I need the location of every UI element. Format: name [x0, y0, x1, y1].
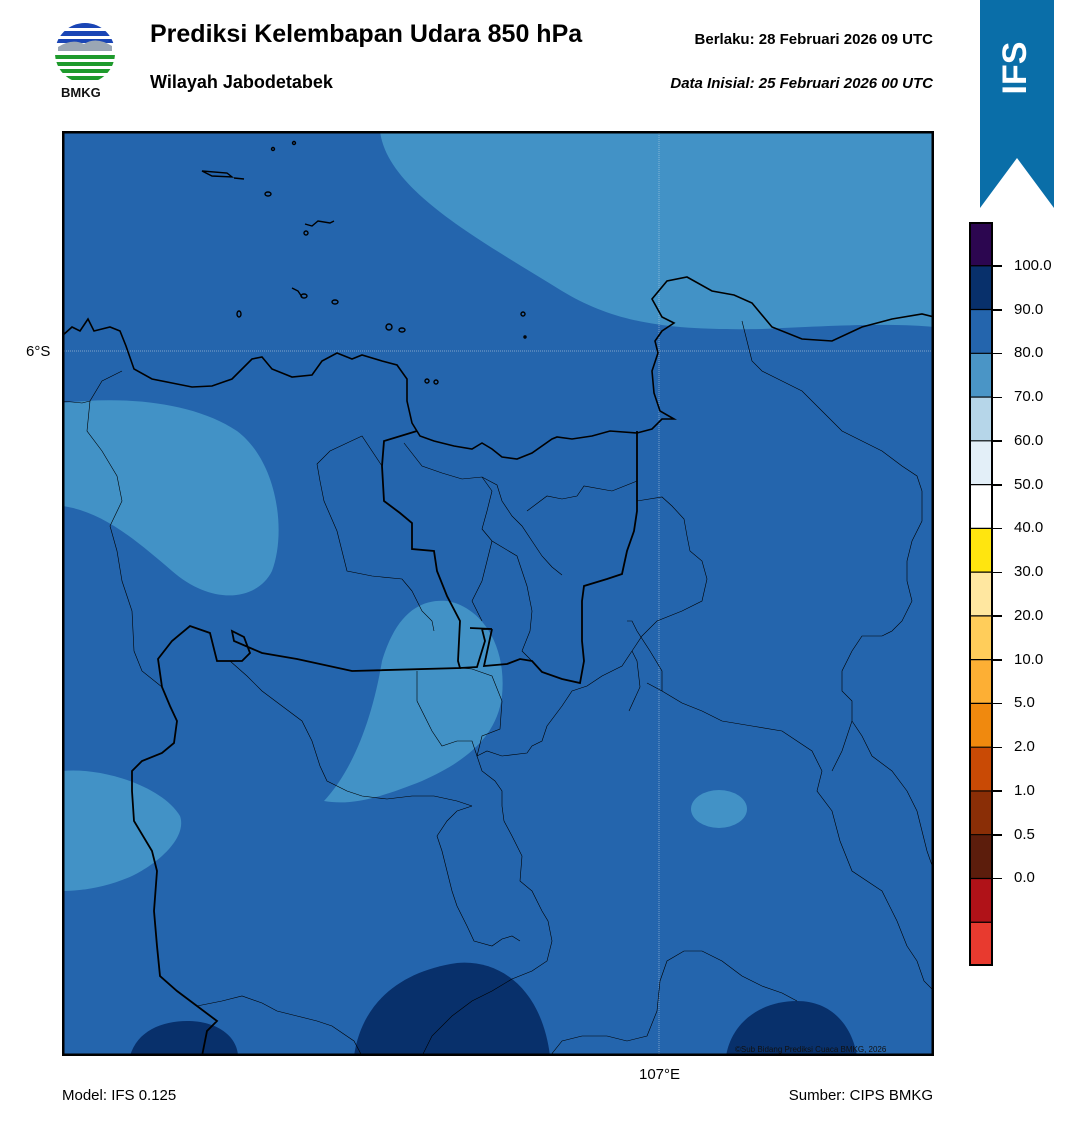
colorbar-tick-mark — [993, 746, 1002, 749]
province-boundary — [131, 430, 462, 1056]
colorbar-label: 10.0 — [1014, 650, 1044, 668]
ifs-ribbon: IFS — [980, 0, 1054, 208]
colorbar-label: 40.0 — [1014, 519, 1044, 537]
colorbar-tick-mark — [993, 790, 1002, 792]
colorbar-tick-mark — [993, 615, 1002, 617]
colorbar-segment — [969, 265, 993, 311]
map-frame — [62, 131, 934, 1056]
source-label: Sumber: CIPS BMKG — [788, 1087, 933, 1104]
colorbar-segment — [969, 309, 993, 354]
colorbar-label: 20.0 — [1014, 606, 1044, 624]
colorbar-label: 90.0 — [1014, 300, 1044, 318]
colorbar-label: 50.0 — [1014, 475, 1044, 493]
ribbon-shape — [980, 0, 1054, 208]
bmkg-logo — [52, 20, 118, 86]
colorbar-label: 70.0 — [1014, 388, 1044, 406]
colorbar-segment — [969, 922, 993, 966]
map-credit: ©Sub Bidang Prediksi Cuaca BMKG, 2026 — [735, 1045, 887, 1054]
colorbar-label: 1.0 — [1014, 781, 1035, 799]
colorbar-segment — [969, 440, 993, 486]
humidity-zone-south-center — [354, 962, 550, 1056]
colorbar-tick-mark — [993, 440, 1002, 442]
colorbar-segment — [969, 572, 993, 617]
colorbar-segment — [969, 878, 993, 923]
humidity-map — [62, 131, 934, 1056]
colorbar-label: 5.0 — [1014, 694, 1035, 712]
longitude-label: 107°E — [639, 1066, 681, 1083]
humidity-zone-south-west — [130, 1021, 238, 1056]
colorbar-label: 0.0 — [1014, 869, 1035, 887]
humidity-zone-southwest — [62, 770, 182, 891]
colorbar-segment — [969, 790, 993, 836]
colorbar-tick-mark — [993, 352, 1002, 355]
humidity-zone-north — [380, 131, 934, 330]
map-title: Prediksi Kelembapan Udara 850 hPa — [150, 20, 583, 48]
initial-data-time: Data Inisial: 25 Februari 2026 00 UTC — [670, 75, 933, 92]
map-subtitle: Wilayah Jabodetabek — [150, 72, 333, 92]
regency-boundaries — [62, 320, 934, 1056]
humidity-zone-east — [691, 790, 747, 828]
colorbar-frame — [969, 222, 993, 966]
colorbar-segment — [969, 222, 993, 267]
colorbar-tick-mark — [993, 265, 1002, 267]
model-label: Model: IFS 0.125 — [62, 1087, 177, 1104]
bmkg-logo-icon — [55, 23, 115, 83]
valid-time: Berlaku: 28 Februari 2026 09 UTC — [694, 31, 933, 48]
colorbar-tick-mark — [993, 702, 1002, 705]
humidity-zone-west — [62, 400, 279, 596]
colorbar-label: 30.0 — [1014, 563, 1044, 581]
colorbar-label: 2.0 — [1014, 738, 1035, 756]
colorbar-label: 80.0 — [1014, 344, 1044, 362]
colorbar-tick-mark — [993, 571, 1002, 574]
colorbar-tick-mark — [993, 484, 1002, 486]
colorbar-segment — [969, 703, 993, 748]
colorbar-label: 0.5 — [1014, 825, 1035, 843]
province-boundary-jakarta — [459, 431, 638, 685]
colorbar-tick-mark — [993, 659, 1002, 661]
colorbar-tick-mark — [993, 527, 1002, 530]
colorbar-segment — [969, 747, 993, 792]
colorbar-label: 100.0 — [1014, 256, 1052, 274]
humidity-zone-south-east — [726, 1001, 857, 1056]
colorbar-tick-mark — [993, 877, 1002, 880]
colorbar-segment — [969, 659, 993, 704]
colorbar — [969, 222, 993, 966]
colorbar-segment — [969, 484, 993, 529]
colorbar-segment — [969, 834, 993, 879]
colorbar-tick-mark — [993, 396, 1002, 399]
ribbon-text: IFS — [996, 42, 1034, 95]
colorbar-tick-mark — [993, 834, 1002, 836]
coastline — [62, 276, 934, 460]
colorbar-tick-mark — [993, 309, 1002, 311]
thousand-islands — [201, 140, 527, 385]
colorbar-segment — [969, 615, 993, 661]
latitude-label: 6°S — [26, 343, 51, 360]
logo-text: BMKG — [61, 85, 101, 100]
colorbar-segment — [969, 397, 993, 442]
colorbar-segment — [969, 528, 993, 573]
colorbar-segment — [969, 353, 993, 398]
colorbar-label: 60.0 — [1014, 431, 1044, 449]
